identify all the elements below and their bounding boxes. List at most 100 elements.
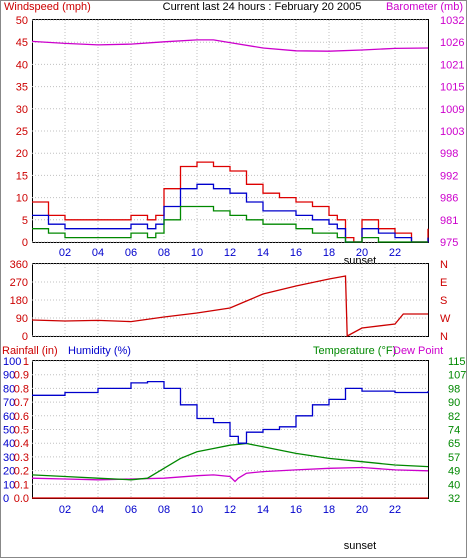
barometer-tick: 998 [440,148,458,160]
barometer-tick: 1009 [440,104,464,116]
temperature-tick: 57 [448,452,460,464]
wind-panel-gridlines [32,19,428,243]
barometer-tick: 1032 [440,15,464,27]
wind-hour-tick: 10 [191,247,203,259]
windspeed-tick: 35 [16,82,28,94]
direction-degree-tick: 0 [22,331,28,343]
barometer-tick-labels: 975 981 986 992 998 1003 1009 1015 1021 1026 1032 [440,15,464,249]
wind-hour-tick: 12 [224,247,236,259]
temperature-tick: 65 [448,438,460,450]
humidity-tick: 50 [3,425,15,437]
temperature-tick: 115 [448,356,466,368]
dew-point-label: Dew Point [393,345,443,357]
rainfall-tick: 0.9 [14,370,29,382]
direction-degree-tick: 270 [10,277,28,289]
humidity-hour-tick: 06 [125,504,137,516]
barometer-tick: 1021 [440,59,464,71]
chart-title: Current last 24 hours : February 20 2005 [163,1,362,13]
direction-compass-tick: E [440,277,447,289]
humidity-hour-tick: 02 [59,504,71,516]
temperature-tick: 74 [448,425,460,437]
temperature-line [31,442,429,481]
temperature-tick: 40 [448,479,460,491]
humidity-hour-tick: 16 [290,504,302,516]
temperature-label: Temperature (°F) [313,345,396,357]
rainfall-tick: 0.2 [14,466,29,478]
direction-degree-tick: 90 [16,313,28,325]
wind-hour-tick: 06 [125,247,137,259]
humidity-label: Humidity (%) [68,345,131,357]
windspeed-tick: 45 [16,37,28,49]
barometer-tick: 992 [440,170,458,182]
direction-compass-tick: S [440,295,447,307]
direction-degree-tick: 360 [10,259,28,271]
temperature-tick: 32 [448,493,460,505]
humidity-hour-tick: 12 [224,504,236,516]
humidity-tick: 10 [3,479,15,491]
wind-hour-tick: 04 [92,247,104,259]
rainfall-tick: 0.4 [14,438,29,450]
direction-compass-tick: W [440,313,451,325]
humidity-hour-tick: 22 [389,504,401,516]
humidity-tick: 40 [3,438,15,450]
temperature-tick: 98 [448,383,460,395]
wind-panel-hour-labels: 02 04 06 08 10 12 14 16 18 20 22 [59,247,401,259]
humidity-tick: 90 [3,370,15,382]
wind-avg-line [32,183,429,243]
wind-min-line [32,205,428,243]
rainfall-tick: 0.7 [14,397,29,409]
direction-degree-tick: 180 [10,295,28,307]
rainfall-tick: 1 [23,356,29,368]
humidity-hour-tick: 10 [191,504,203,516]
windspeed-tick-labels: 0 5 10 15 20 25 30 35 40 45 50 [16,15,28,249]
humidity-tick: 70 [3,397,15,409]
rainfall-tick: 0.3 [14,452,29,464]
temperature-tick: 107 [448,370,466,382]
wind-direction-line [31,275,428,338]
wind-panel-series [31,39,429,243]
humidity-tick: 0 [3,493,9,505]
barometer-line [31,39,429,52]
rainfall-tick: 0.5 [14,425,29,437]
wind-hour-tick: 20 [356,247,368,259]
humidity-tick: 100 [3,356,21,368]
humidity-panel-series [31,380,429,499]
humidity-hour-tick: 08 [158,504,170,516]
windspeed-tick: 5 [22,215,28,227]
temperature-tick: 82 [448,411,460,423]
humidity-tick: 20 [3,466,15,478]
humidity-panel-hour-labels: 02 04 06 08 10 12 14 16 18 20 22 [59,504,401,516]
windspeed-tick: 25 [16,126,28,138]
direction-panel-series [31,275,428,338]
humidity-hour-tick: 20 [356,504,368,516]
humidity-tick: 30 [3,452,15,464]
wind-hour-tick: 18 [323,247,335,259]
sunset-marker-bottom: sunset [344,540,376,552]
windspeed-label: Windspeed (mph) [4,1,91,13]
rainfall-label: Rainfall (in) [2,345,58,357]
barometer-tick: 981 [440,215,458,227]
wind-hour-tick: 08 [158,247,170,259]
direction-panel-gridlines [32,263,428,337]
windspeed-tick: 0 [22,237,28,249]
rainfall-tick: 0.0 [14,493,29,505]
rainfall-tick: 0.8 [14,383,29,395]
humidity-hour-tick: 14 [257,504,269,516]
barometer-tick: 986 [440,193,458,205]
humidity-hour-tick: 04 [92,504,104,516]
wind-hour-tick: 16 [290,247,302,259]
humidity-line [32,380,429,444]
direction-compass-tick: N [440,259,448,271]
windspeed-tick: 20 [16,148,28,160]
windspeed-tick: 15 [16,170,28,182]
wind-hour-tick: 02 [59,247,71,259]
barometer-tick: 975 [440,237,458,249]
windspeed-tick: 10 [16,193,28,205]
humidity-tick: 80 [3,383,15,395]
temperature-tick: 90 [448,397,460,409]
barometer-tick: 1015 [440,82,464,94]
